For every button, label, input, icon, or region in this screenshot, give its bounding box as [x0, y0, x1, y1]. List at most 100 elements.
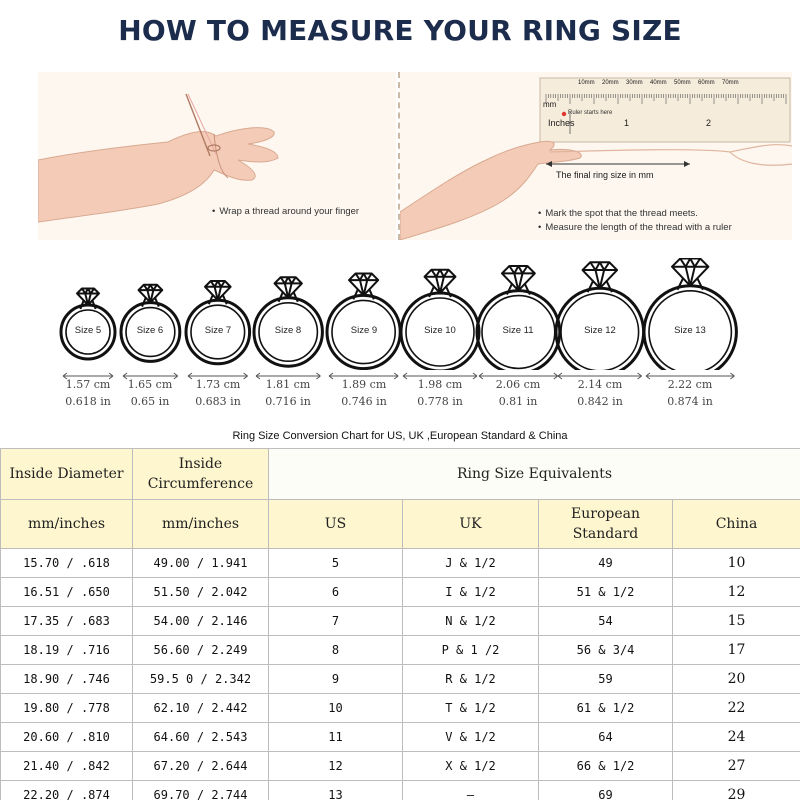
- cell-us: 7: [268, 606, 403, 636]
- cell-diameter: 15.70 / .618: [0, 548, 133, 578]
- ring-size-10: Size 10 1.98 cm 0.778 in: [396, 258, 484, 418]
- cell-diameter: 21.40 / .842: [0, 751, 133, 781]
- ring-size-label: Size 8: [274, 325, 302, 336]
- cell-us: 8: [268, 635, 403, 665]
- header-us: US: [268, 499, 403, 549]
- ring-size-label: Size 5: [74, 325, 102, 336]
- cell-us: 11: [268, 722, 403, 752]
- cell-circumference: 54.00 / 2.146: [132, 606, 269, 636]
- cell-diameter: 22.20 / .874: [0, 780, 133, 800]
- cell-uk: X & 1/2: [402, 751, 539, 781]
- cell-china: 24: [671, 722, 800, 752]
- header-china: China: [671, 499, 800, 549]
- ruler-start-label: Ruler starts here: [568, 110, 613, 116]
- chart-title: Ring Size Conversion Chart for US, UK ,E…: [232, 430, 568, 442]
- cell-uk: R & 1/2: [402, 664, 539, 694]
- ruler-inch-2: 2: [706, 118, 712, 128]
- header-uk: UK: [402, 499, 539, 549]
- ruler-tick-label: 20mm: [602, 80, 619, 86]
- ruler-inches-unit: Inches: [548, 118, 575, 128]
- ring-cm-value: 1.65 cm: [127, 378, 173, 391]
- ring-band-outer: [59, 303, 117, 361]
- ruler-tick-label: 60mm: [698, 80, 715, 86]
- table-row: 17.35 / .683 54.00 / 2.146 7 N & 1/2 54 15: [0, 606, 800, 636]
- ring-size-6: Size 6 1.65 cm 0.65 in: [116, 258, 185, 418]
- diamond-icon: [500, 265, 536, 292]
- header-circumference-units: mm/inches: [132, 499, 269, 549]
- ring-inch-value: 0.874 in: [667, 395, 713, 408]
- cell-china: 15: [671, 606, 800, 636]
- ring-cm-value: 2.22 cm: [667, 378, 713, 391]
- ring-measurement: 2.14 cm 0.842 in: [551, 376, 649, 410]
- ring-size-label: Size 11: [502, 325, 534, 336]
- cell-uk: V & 1/2: [402, 722, 539, 752]
- ring-icon: [184, 280, 252, 366]
- header-inside-circumference: Inside Circumference: [132, 448, 269, 500]
- ring-measurement: 1.98 cm 0.778 in: [396, 376, 484, 410]
- table-row: 15.70 / .618 49.00 / 1.941 5 J & 1/2 49 10: [0, 548, 800, 578]
- cell-china: 29: [671, 780, 800, 800]
- ring-icon: [252, 276, 324, 368]
- ring-inch-value: 0.746 in: [341, 395, 387, 408]
- ring-inch-value: 0.778 in: [417, 395, 463, 408]
- wrap-thread-panel: Wrap a thread around your finger: [38, 72, 396, 240]
- diameter-arrow-icon: [402, 372, 478, 380]
- header-diameter-units: mm/inches: [0, 499, 133, 549]
- diamond-icon: [76, 287, 100, 306]
- cell-european: 56 & 3/4: [538, 635, 673, 665]
- ruler-panel: 10mm 20mm 30mm 40mm 50mm 60mm 70mm mm Ru…: [400, 72, 792, 240]
- ring-size-label: Size 12: [584, 325, 616, 336]
- ring-cm-value: 1.57 cm: [65, 378, 111, 391]
- ring-band-inner: [124, 306, 176, 358]
- cell-diameter: 17.35 / .683: [0, 606, 133, 636]
- ring-cm-value: 2.14 cm: [577, 378, 623, 391]
- wrap-thread-caption: Wrap a thread around your finger: [212, 206, 359, 217]
- diameter-arrow-icon: [255, 372, 321, 380]
- ring-size-8: Size 8 1.81 cm 0.716 in: [249, 258, 327, 418]
- ring-measurement: 1.73 cm 0.683 in: [181, 376, 255, 410]
- diameter-arrow-icon: [645, 372, 735, 380]
- cell-uk: P & 1 /2: [402, 635, 539, 665]
- conversion-table: Inside Diameter Inside Circumference Rin…: [0, 448, 800, 800]
- ring-size-label: Size 7: [204, 325, 232, 336]
- ring-size-label: Size 6: [136, 325, 164, 336]
- cell-uk: I & 1/2: [402, 577, 539, 607]
- cell-diameter: 18.90 / .746: [0, 664, 133, 694]
- ring-size-9: Size 9 1.89 cm 0.746 in: [322, 258, 405, 418]
- final-size-label: The final ring size in mm: [556, 170, 654, 180]
- ring-measurement: 1.65 cm 0.65 in: [116, 376, 185, 410]
- ruler-tick-label: 70mm: [722, 80, 739, 86]
- diameter-arrow-icon: [329, 372, 399, 380]
- table-row: 20.60 / .810 64.60 / 2.543 11 V & 1/2 64 24: [0, 722, 800, 752]
- ring-inch-value: 0.65 in: [130, 395, 170, 408]
- cell-diameter: 16.51 / .650: [0, 577, 133, 607]
- ring-size-label: Size 13: [674, 325, 706, 336]
- header-inside-diameter: Inside Diameter: [0, 448, 133, 500]
- ring-icon: [59, 287, 117, 361]
- cell-china: 22: [671, 693, 800, 723]
- ruler-tick-label: 50mm: [674, 80, 691, 86]
- ring-measurement: 1.81 cm 0.716 in: [249, 376, 327, 410]
- ring-band-inner: [331, 299, 397, 365]
- hand-thread-icon: [38, 93, 279, 223]
- page-title: HOW TO MEASURE YOUR RING SIZE: [118, 14, 682, 47]
- cell-us: 9: [268, 664, 403, 694]
- diamond-icon: [204, 280, 232, 302]
- cell-us: 13: [268, 780, 403, 800]
- ruler-mm-labels: 10mm 20mm 30mm 40mm 50mm 60mm 70mm: [578, 80, 778, 92]
- diameter-arrow-icon: [62, 372, 114, 380]
- ring-measurement: 2.06 cm 0.81 in: [472, 376, 565, 410]
- cell-european: 49: [538, 548, 673, 578]
- measure-illustration: Wrap a thread around your finger 1: [38, 72, 792, 240]
- mark-spot-caption: Mark the spot that the thread meets.: [538, 208, 698, 219]
- panel-divider: [398, 72, 400, 240]
- cell-circumference: 67.20 / 2.644: [132, 751, 269, 781]
- cell-european: 64: [538, 722, 673, 752]
- ring-measurement: 1.57 cm 0.618 in: [56, 376, 120, 410]
- diamond-icon: [273, 276, 303, 299]
- ring-inch-value: 0.716 in: [265, 395, 311, 408]
- ring-icon: [554, 261, 646, 378]
- table-row: 18.19 / .716 56.60 / 2.249 8 P & 1 /2 56 & 3…: [0, 635, 800, 665]
- diamond-icon: [348, 272, 380, 297]
